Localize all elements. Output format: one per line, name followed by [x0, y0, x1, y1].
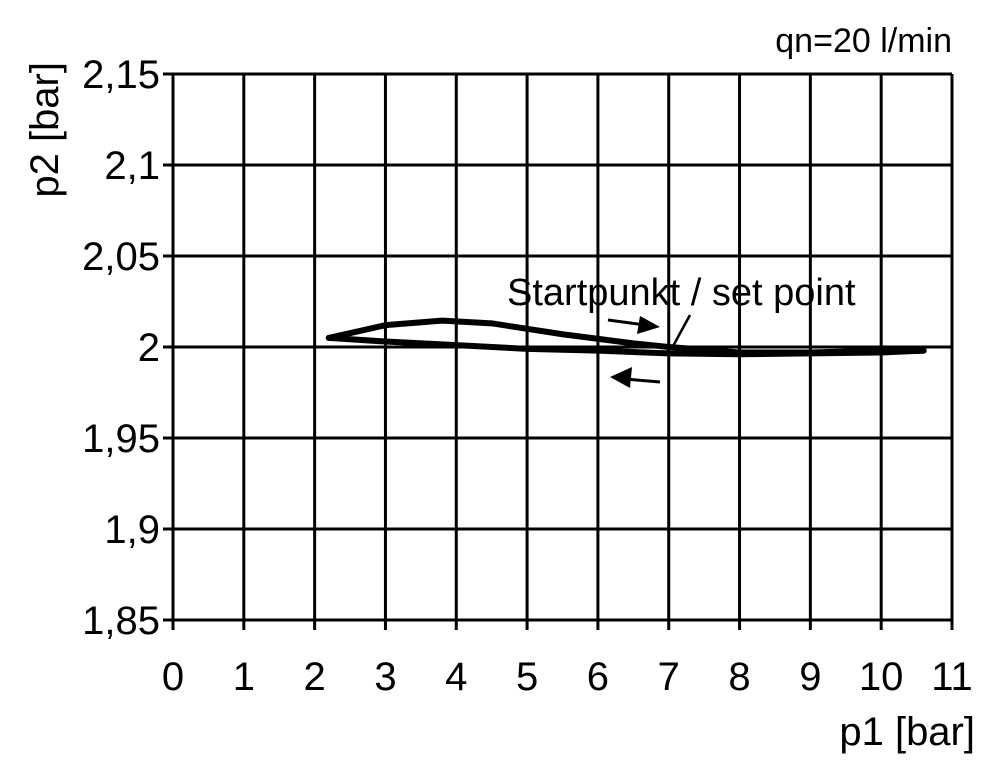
x-tick-label: 0: [162, 655, 184, 699]
x-tick-label: 1: [233, 655, 255, 699]
hysteresis-curve-decreasing: [325, 334, 927, 358]
y-tick-label: 1,85: [82, 599, 160, 643]
x-tick-label: 6: [587, 655, 609, 699]
x-tick-label: 7: [658, 655, 680, 699]
set-point-leader: [670, 314, 692, 349]
x-tick-label: 10: [859, 655, 904, 699]
y-axis-label: p2 [bar]: [23, 62, 67, 198]
x-tick-label: 8: [728, 655, 750, 699]
arrow-right-icon: [607, 316, 660, 334]
top-annotation: qn=20 l/min: [775, 22, 952, 60]
x-tick-label: 4: [445, 655, 467, 699]
x-tick-label: 3: [374, 655, 396, 699]
x-axis-label: p1 [bar]: [839, 710, 975, 754]
y-tick-label: 2,05: [82, 235, 160, 279]
arrow-left-icon: [610, 367, 661, 388]
x-tick-label: 5: [516, 655, 538, 699]
y-tick-label: 2,15: [82, 53, 160, 97]
x-tick-label: 2: [304, 655, 326, 699]
y-tick-label: 2,1: [104, 144, 160, 188]
y-tick-label: 1,95: [82, 417, 160, 461]
set-point-label: Startpunkt / set point: [507, 272, 856, 314]
y-tick-label: 1,9: [104, 508, 160, 552]
x-tick-label: 9: [799, 655, 821, 699]
y-tick-label: 2: [138, 326, 160, 370]
x-tick-label: 11: [931, 655, 973, 699]
